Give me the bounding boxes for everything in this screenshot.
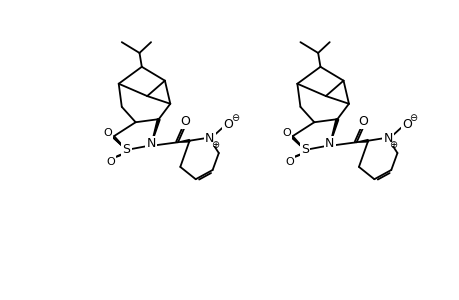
Text: ⊖: ⊖ (409, 113, 417, 123)
Polygon shape (356, 140, 368, 142)
Text: O: O (401, 118, 411, 131)
Text: S: S (300, 143, 308, 157)
Text: O: O (179, 115, 190, 128)
Text: ⊖: ⊖ (230, 113, 239, 123)
Text: O: O (103, 128, 112, 138)
Text: N: N (383, 132, 392, 145)
Text: ⊕: ⊕ (389, 140, 397, 150)
Text: O: O (281, 128, 290, 138)
Text: N: N (146, 137, 156, 150)
Text: S: S (122, 143, 130, 157)
Text: O: O (106, 157, 115, 167)
Polygon shape (178, 140, 189, 142)
Text: O: O (358, 115, 368, 128)
Text: N: N (325, 137, 334, 150)
Text: N: N (204, 132, 214, 145)
Text: O: O (223, 118, 232, 131)
Polygon shape (151, 119, 160, 145)
Text: O: O (285, 157, 293, 167)
Polygon shape (329, 119, 338, 145)
Text: ⊕: ⊕ (210, 140, 218, 150)
